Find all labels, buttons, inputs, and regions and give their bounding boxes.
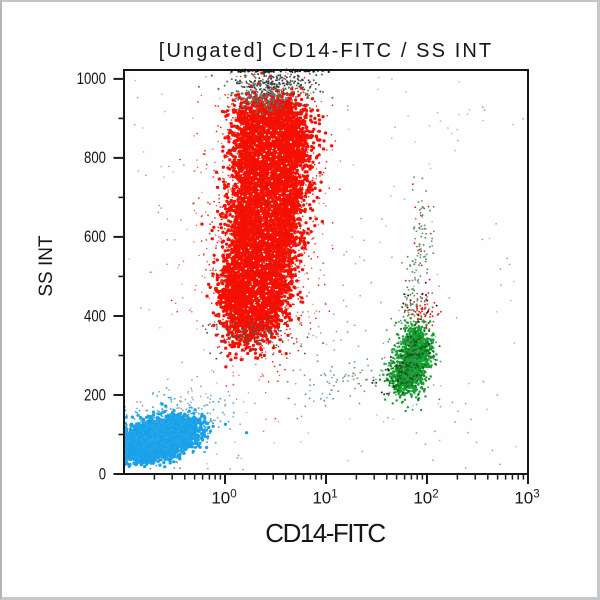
svg-text:0: 0 (99, 464, 106, 483)
svg-text:101: 101 (312, 489, 337, 508)
svg-text:100: 100 (211, 489, 236, 508)
svg-text:103: 103 (514, 489, 539, 508)
svg-text:SS INT: SS INT (36, 235, 57, 297)
svg-text:800: 800 (84, 148, 106, 167)
svg-text:400: 400 (84, 306, 106, 325)
svg-text:[Ungated] CD14-FITC / SS INT: [Ungated] CD14-FITC / SS INT (159, 40, 493, 62)
svg-text:CD14-FITC: CD14-FITC (265, 518, 385, 548)
svg-text:200: 200 (84, 385, 106, 404)
svg-text:102: 102 (413, 489, 438, 508)
svg-text:1000: 1000 (77, 69, 106, 88)
svg-text:600: 600 (84, 227, 106, 246)
